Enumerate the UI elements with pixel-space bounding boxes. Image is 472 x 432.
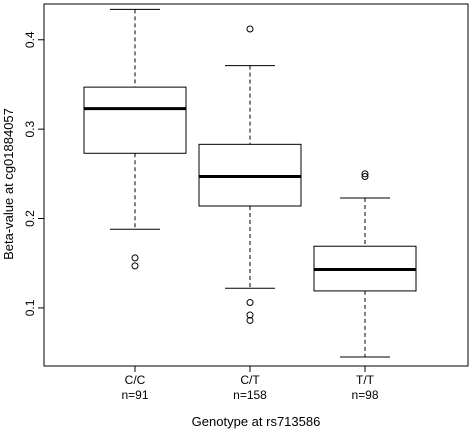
plot-frame xyxy=(43,3,469,367)
outlier-point xyxy=(131,254,139,262)
outlier-point xyxy=(131,262,139,270)
x-axis: C/Cn=91 C/Tn=158 T/Tn=98 xyxy=(121,366,379,402)
y-axis-label: Beta-value at cg01884057 xyxy=(1,108,16,260)
box-group-t-t xyxy=(313,170,417,358)
y-axis: 0.1 0.2 0.3 0.4 xyxy=(23,31,44,316)
y-tick-label: 0.2 xyxy=(23,210,37,227)
y-tick-label: 0.3 xyxy=(23,120,37,137)
outlier-point xyxy=(246,299,254,307)
x-tick-count-label: n=98 xyxy=(351,388,378,402)
y-tick-label: 0.4 xyxy=(23,31,37,48)
box-group-c-t xyxy=(198,25,302,324)
y-tick-label: 0.1 xyxy=(23,299,37,316)
x-tick-count-label: n=91 xyxy=(121,388,148,402)
x-tick-label: C/T xyxy=(240,373,260,387)
outlier-point xyxy=(361,170,369,178)
x-tick-label: C/C xyxy=(125,373,146,387)
outlier-point xyxy=(246,316,254,324)
box-group-c-c xyxy=(83,8,187,270)
x-axis-label: Genotype at rs713586 xyxy=(192,414,321,429)
x-tick-label: T/T xyxy=(356,373,375,387)
outlier-point xyxy=(246,311,254,319)
outlier-point xyxy=(246,25,254,33)
outlier-point xyxy=(361,173,369,181)
boxes xyxy=(83,8,417,358)
x-tick-count-label: n=158 xyxy=(233,388,267,402)
iqr-box xyxy=(83,86,187,154)
